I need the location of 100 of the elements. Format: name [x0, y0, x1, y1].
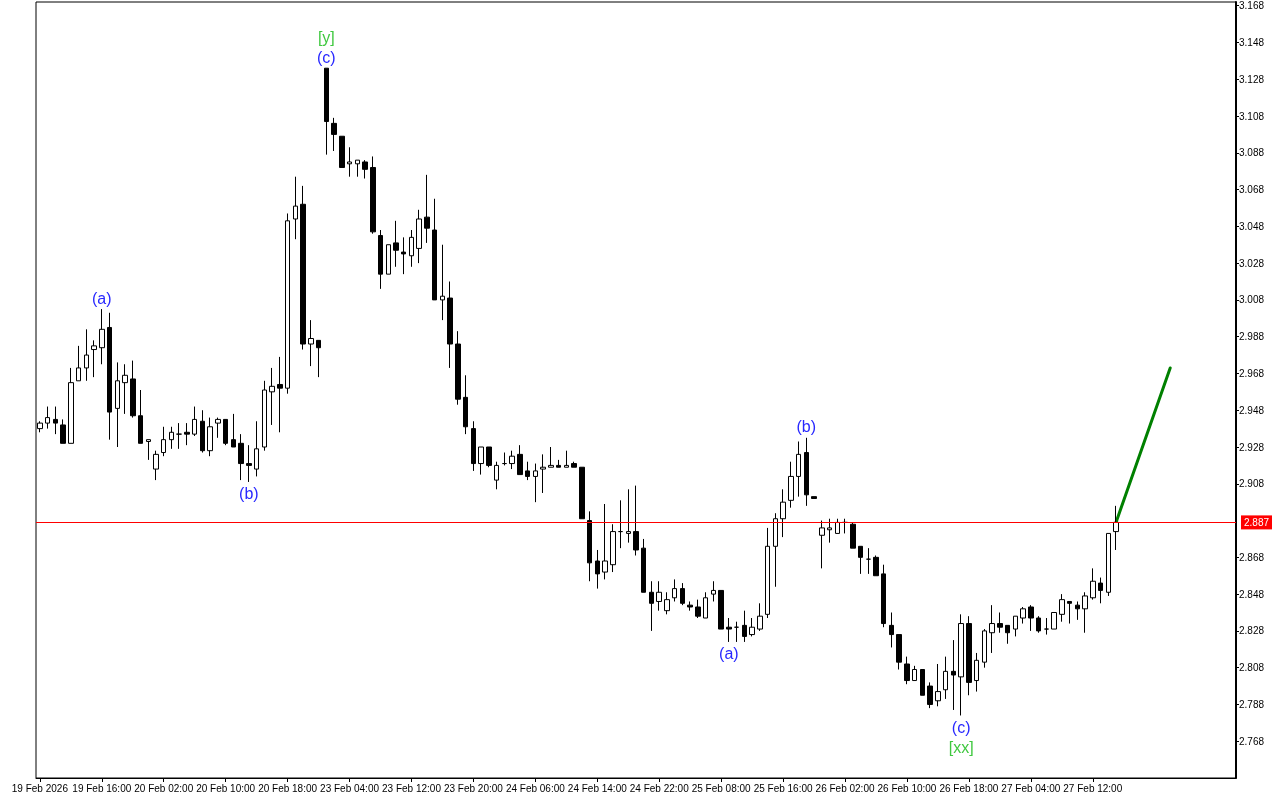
candlestick: [997, 612, 1003, 634]
candlestick: [331, 117, 337, 152]
candlestick: [184, 422, 190, 446]
candlestick: [579, 466, 585, 520]
candlestick: [680, 582, 685, 606]
x-tick-label: 26 Feb 10:00: [877, 782, 937, 794]
y-tick-label: 2.868: [1239, 551, 1265, 563]
candlestick: [656, 580, 662, 612]
candlestick: [540, 453, 546, 494]
y-tick-label: 2.768: [1239, 735, 1265, 747]
candlestick: [749, 617, 755, 637]
candlestick: [1075, 600, 1080, 621]
candlestick: [447, 281, 453, 369]
candlestick: [378, 229, 383, 290]
annotation: (a): [719, 645, 739, 663]
y-tick-label: 3.068: [1239, 184, 1265, 196]
x-tick-label: 27 Feb 04:00: [1001, 782, 1061, 794]
y-tick-label: 2.908: [1239, 478, 1265, 490]
annotation: (b): [796, 418, 817, 436]
y-tick-label: 3.128: [1239, 73, 1265, 85]
candlestick: [386, 244, 391, 275]
candlestick: [84, 328, 89, 382]
candlestick: [223, 418, 228, 446]
candlestick: [796, 440, 801, 498]
candlestick: [107, 312, 112, 441]
candlestick: [416, 209, 422, 264]
candlestick: [548, 446, 554, 468]
candlestick: [293, 176, 298, 240]
candlestick: [146, 439, 151, 461]
candlestick: [231, 413, 236, 448]
candlestick: [138, 389, 143, 444]
x-tick-label: 24 Feb 14:00: [567, 782, 628, 794]
x-tick-label: 20 Feb 10:00: [196, 782, 256, 794]
candlestick: [935, 663, 941, 707]
annotation: (b): [239, 485, 259, 503]
candlestick: [393, 220, 399, 268]
candlestick: [76, 345, 81, 382]
candlestick: [788, 461, 794, 509]
candlestick: [285, 212, 290, 395]
candlestick: [300, 185, 306, 351]
candlestick: [161, 426, 166, 457]
y-tick-label: 2.928: [1239, 441, 1265, 453]
candlestick: [602, 503, 608, 580]
candlestick: [951, 639, 956, 711]
y-tick-label: 3.048: [1239, 220, 1265, 232]
candlestick: [711, 580, 716, 602]
candlestick: [246, 444, 252, 483]
annotation: [y]: [317, 28, 335, 46]
x-tick-label: 24 Feb 06:00: [505, 782, 566, 794]
candlestick: [355, 159, 360, 178]
x-tick-label: 24 Feb 22:00: [629, 782, 690, 794]
candlestick: [192, 406, 197, 437]
candlestick: [517, 444, 523, 476]
y-tick-label: 2.828: [1239, 625, 1265, 637]
candlestick: [339, 135, 345, 168]
candlestick: [927, 681, 933, 709]
candlestick: [695, 599, 701, 619]
candlestick: [966, 615, 972, 696]
candlestick: [896, 634, 902, 671]
x-tick-label: 26 Feb 18:00: [939, 782, 999, 794]
candlestick: [99, 308, 105, 365]
candlestick: [734, 621, 739, 643]
candlestick: [432, 198, 437, 301]
x-tick-label: 23 Feb 04:00: [320, 782, 380, 794]
candlestick: [873, 555, 879, 577]
candlestick: [153, 450, 159, 481]
candlestick: [362, 159, 368, 180]
candlestick: [920, 669, 925, 696]
y-tick-label: 2.988: [1239, 331, 1265, 343]
candlestick: [703, 591, 708, 619]
candlestick: [424, 174, 430, 244]
y-tick-label: 2.808: [1239, 662, 1265, 674]
x-tick-label: 20 Feb 18:00: [258, 782, 318, 794]
candlestick: [277, 356, 283, 433]
y-tick-label: 2.848: [1239, 588, 1265, 600]
candlestick: [626, 488, 631, 544]
candlestick: [370, 155, 376, 235]
y-tick-label: 3.028: [1239, 257, 1265, 269]
candlestick: [200, 409, 205, 454]
candlestick: [610, 523, 616, 573]
candlestick: [982, 628, 987, 669]
candlestick: [262, 380, 267, 452]
candlestick: [533, 463, 538, 503]
candlestick: [587, 510, 592, 582]
candlestick: [1106, 532, 1111, 597]
candlestick: [308, 319, 314, 367]
candlestick: [130, 360, 136, 419]
candlestick: [780, 488, 786, 538]
candlestick: [401, 236, 406, 275]
candlestick: [881, 564, 886, 628]
candlestick: [1013, 615, 1018, 637]
y-tick-label: 2.788: [1239, 698, 1265, 710]
candlestick: [773, 512, 778, 588]
candlestick: [912, 665, 917, 682]
candlestick: [556, 459, 561, 468]
x-tick-label: 19 Feb 16:00: [72, 782, 132, 794]
candlestick: [889, 612, 894, 648]
x-tick-label: 23 Feb 12:00: [382, 782, 442, 794]
candlestick: [409, 229, 414, 268]
candlestick: [904, 656, 910, 685]
